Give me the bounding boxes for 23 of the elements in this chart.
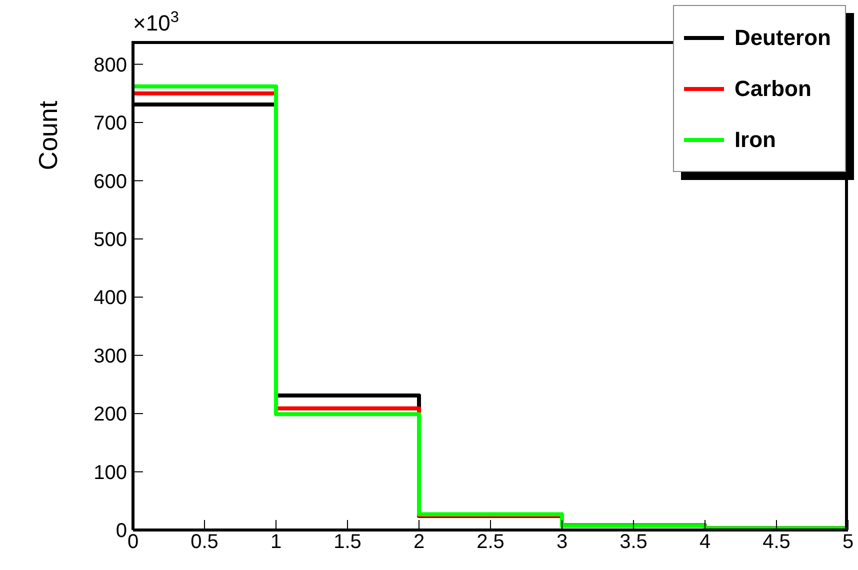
x-tick-label: 4 — [699, 531, 711, 554]
x-tick-label: 3.5 — [620, 531, 648, 554]
legend-label: Carbon — [734, 76, 812, 102]
x-tick-label: 2.5 — [476, 531, 504, 554]
x-tick-label: 2 — [413, 531, 425, 554]
legend-label: Deuteron — [734, 24, 831, 50]
y-tick-label: 600 — [94, 170, 127, 193]
legend-label: Iron — [734, 126, 776, 152]
y-tick-label: 500 — [94, 229, 127, 252]
x-tick-label: 1 — [270, 531, 282, 554]
x-tick-label: 0.5 — [190, 531, 218, 554]
y-tick-label: 400 — [94, 287, 127, 310]
y-axis-title: Count — [33, 100, 64, 170]
x-tick-label: 4.5 — [762, 531, 790, 554]
x-tick-label: 5 — [842, 531, 854, 554]
y-tick-label: 700 — [94, 112, 127, 135]
y-tick-label: 300 — [94, 345, 127, 368]
y-tick-label: 100 — [94, 462, 127, 484]
text: ×10$^{3}$ — [133, 9, 179, 36]
y-tick-label: 800 — [94, 54, 127, 76]
x-tick-label: 3 — [556, 531, 568, 554]
x-tick-label: 1.5 — [334, 531, 362, 554]
y-tick-label: 200 — [94, 404, 127, 426]
